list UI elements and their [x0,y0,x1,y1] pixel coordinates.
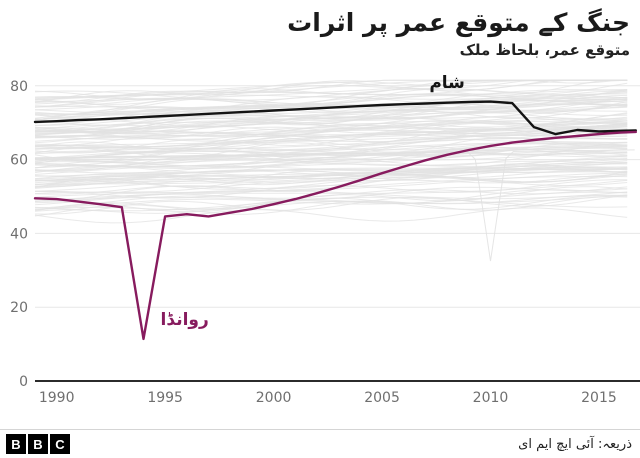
background-line [34,129,628,137]
background-line [34,152,628,174]
bbc-logo-letter: B [6,434,26,454]
background-line [34,128,628,147]
background-line [34,110,628,126]
series-line-0 [33,100,637,136]
x-tick-label: 2010 [473,390,509,406]
series-label-1: روانڈا [161,310,209,330]
background-line [34,79,628,100]
line-chart: 0 20 40 60 80 1990 1995 2000 2005 2010 2015 شام روان… [0,59,640,411]
background-line [34,79,628,116]
background-line [34,123,628,140]
background-line [34,169,628,182]
page-title: جنگ کے متوقع عمر پر اثرات [287,8,630,37]
y-tick-label: 20 [10,300,28,316]
background-line [34,128,628,162]
y-tick-label: 80 [10,79,28,95]
background-line [34,196,628,217]
x-tick-label: 2000 [256,390,292,406]
bbc-logo-letter: B [28,434,48,454]
background-line [34,155,628,185]
background-line-anomaly [34,149,635,262]
background-line [34,109,628,135]
background-line [34,112,628,132]
background-line [34,89,628,119]
background-line [34,146,628,177]
x-tick-label: 1995 [147,390,183,406]
background-line [34,103,628,120]
background-line [34,194,628,211]
series-line-1 [33,130,637,341]
background-line [34,79,628,100]
background-line [34,207,628,224]
background-line [34,163,628,181]
background-line [34,92,628,101]
background-line [34,161,628,169]
background-line [34,101,628,126]
chart-header: جنگ کے متوقع عمر پر اثرات متوقع عمر، بلح… [0,0,640,59]
background-line [34,189,628,214]
y-tick-label: 60 [10,153,28,169]
source-text: ذریعہ: آئی ایچ ایم ای [518,436,632,452]
x-tick-label: 1990 [39,390,75,406]
background-line [34,122,628,139]
x-tick-label: 2015 [581,390,617,406]
x-tick-label: 2005 [364,390,400,406]
bbc-logo: B B C [6,434,72,454]
background-line [34,186,628,209]
background-line [34,160,628,192]
y-tick-label: 0 [19,374,28,390]
background-line [34,186,628,204]
chart-subtitle: متوقع عمر، بلحاظ ملک [459,41,630,59]
y-tick-label: 40 [10,226,28,242]
footer: B B C ذریعہ: آئی ایچ ایم ای [0,429,640,458]
background-line [35,94,628,108]
background-line [34,168,628,195]
chart-svg: 0 20 40 60 80 1990 1995 2000 2005 2010 2015 شام روان… [10,73,640,406]
bbc-logo-letter: C [50,434,70,454]
background-line [34,142,628,169]
background-line [34,163,628,189]
series-label-0: شام [429,73,465,93]
background-line [34,174,628,195]
background-line [34,176,628,194]
background-line [34,176,628,190]
